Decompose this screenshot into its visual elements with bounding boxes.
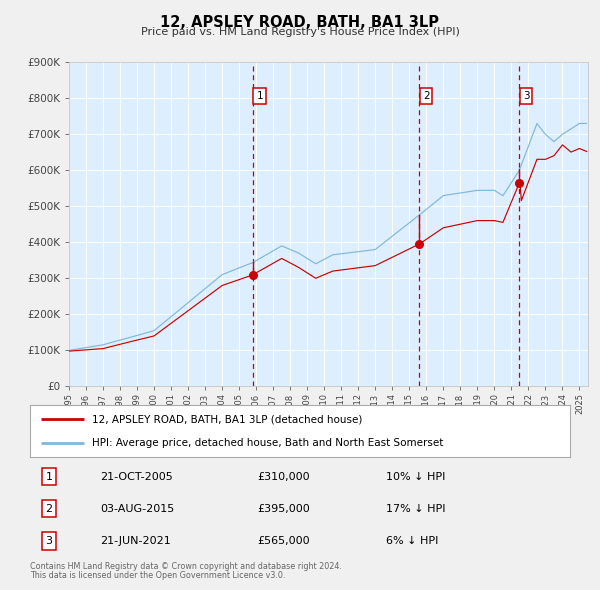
Text: £565,000: £565,000 xyxy=(257,536,310,546)
Text: Price paid vs. HM Land Registry's House Price Index (HPI): Price paid vs. HM Land Registry's House … xyxy=(140,27,460,37)
Text: 17% ↓ HPI: 17% ↓ HPI xyxy=(386,504,446,514)
Text: 03-AUG-2015: 03-AUG-2015 xyxy=(100,504,175,514)
Text: 12, APSLEY ROAD, BATH, BA1 3LP: 12, APSLEY ROAD, BATH, BA1 3LP xyxy=(161,15,439,30)
Text: Contains HM Land Registry data © Crown copyright and database right 2024.: Contains HM Land Registry data © Crown c… xyxy=(30,562,342,571)
Text: 21-JUN-2021: 21-JUN-2021 xyxy=(100,536,171,546)
Text: HPI: Average price, detached house, Bath and North East Somerset: HPI: Average price, detached house, Bath… xyxy=(92,438,443,448)
Text: 2: 2 xyxy=(46,504,52,514)
Text: This data is licensed under the Open Government Licence v3.0.: This data is licensed under the Open Gov… xyxy=(30,571,286,579)
Text: 2: 2 xyxy=(423,91,430,101)
Text: 12, APSLEY ROAD, BATH, BA1 3LP (detached house): 12, APSLEY ROAD, BATH, BA1 3LP (detached… xyxy=(92,414,362,424)
Text: 10% ↓ HPI: 10% ↓ HPI xyxy=(386,472,446,482)
Text: £310,000: £310,000 xyxy=(257,472,310,482)
Text: 3: 3 xyxy=(523,91,529,101)
Text: 6% ↓ HPI: 6% ↓ HPI xyxy=(386,536,439,546)
Text: 1: 1 xyxy=(46,472,52,482)
Text: 3: 3 xyxy=(46,536,52,546)
Text: £395,000: £395,000 xyxy=(257,504,310,514)
Text: 21-OCT-2005: 21-OCT-2005 xyxy=(100,472,173,482)
Text: 1: 1 xyxy=(256,91,263,101)
